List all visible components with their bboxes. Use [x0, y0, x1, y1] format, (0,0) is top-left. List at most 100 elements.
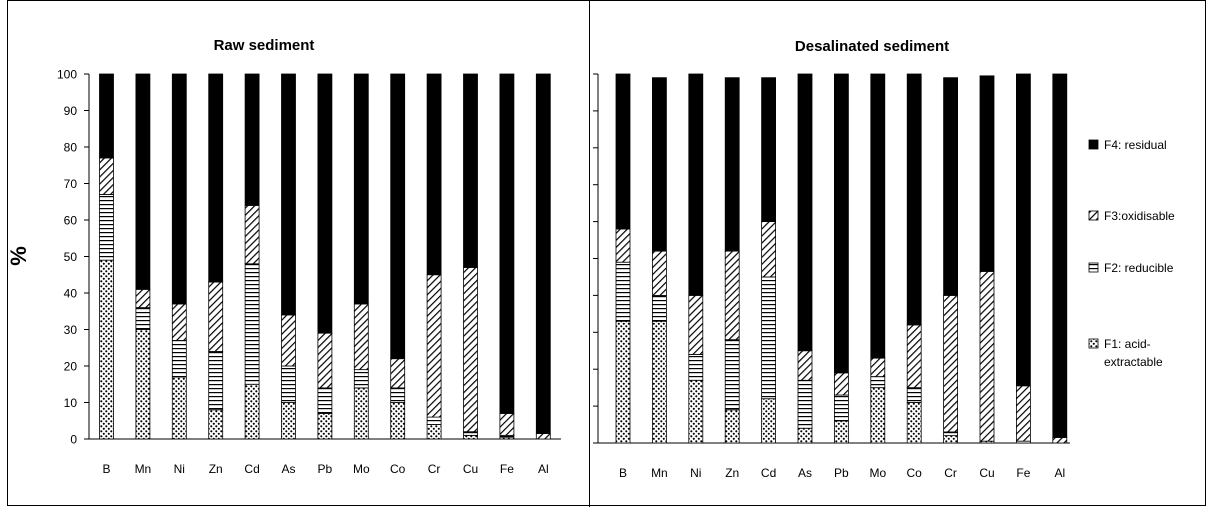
desal-bar-Al-solid: [1052, 73, 1068, 438]
raw-bar-Mn-horizontal: [135, 307, 151, 330]
desal-x-tick-label: Pb: [834, 466, 849, 480]
raw-bar-Pb-diagonal: [317, 332, 333, 389]
desal-bar-Co-diagonal: [906, 324, 922, 389]
raw-x-tick-label: Cu: [463, 462, 478, 476]
raw-bar-Zn-dots: [208, 409, 224, 440]
raw-bar-Pb-dots: [317, 413, 333, 440]
raw-bar-As-solid: [281, 73, 296, 316]
raw-y-tick-label: 70: [64, 177, 78, 191]
raw-bar-Co-horizontal: [390, 387, 406, 403]
raw-y-tick-label: 10: [64, 396, 78, 410]
desal-bar-Mn-diagonal: [652, 250, 667, 296]
raw-y-tick-label: 20: [64, 360, 78, 374]
desal-bar-Mo-horizontal: [870, 376, 886, 389]
desal-bar-Mo-diagonal: [870, 357, 886, 377]
desal-bar-Ni-diagonal: [688, 294, 704, 355]
raw-bar-Zn-solid: [208, 73, 224, 283]
legend-swatch-dots: [1088, 338, 1099, 349]
raw-bar-Cu-diagonal: [463, 267, 478, 433]
raw-y-tick-label: 60: [64, 214, 78, 228]
desal-bar-Ni-solid: [688, 73, 704, 296]
desal-bar-Zn-dots: [724, 409, 740, 444]
raw-x-tick-label: Fe: [500, 462, 514, 476]
legend-label: F3:oxidisable: [1104, 209, 1175, 223]
raw-x-tick-label: Cd: [244, 462, 259, 476]
desal-bar-Mo-solid: [870, 73, 886, 359]
raw-x-tick-label: As: [281, 462, 295, 476]
raw-y-tick-label: 50: [64, 250, 78, 264]
desal-bar-Pb-horizontal: [834, 394, 849, 422]
desal-bar-Ni-horizontal: [688, 354, 704, 381]
desal-x-tick-label: Mo: [869, 466, 886, 480]
desal-bar-Co-dots: [906, 402, 922, 444]
legend: F4: residual F3:oxidisable F2: reducible F1…: [1088, 138, 1175, 369]
raw-x-tick-label: Ni: [174, 462, 185, 476]
desal-bar-Cd-diagonal: [761, 221, 776, 278]
raw-bar-Fe-solid: [499, 73, 515, 414]
desal-bar-Cd-horizontal: [761, 276, 776, 400]
raw-x-tick-label: Co: [390, 462, 406, 476]
raw-bar-As-diagonal: [281, 314, 296, 367]
desal-bar-Ni-dots: [688, 379, 704, 444]
raw-bar-Mn-solid: [135, 73, 151, 290]
legend-swatch-diagonal: [1088, 210, 1099, 221]
legend-swatch-solid: [1088, 139, 1099, 150]
desal-x-tick-label: Zn: [725, 466, 739, 480]
desal-bar-Cr-solid: [943, 77, 958, 296]
raw-bar-Cr-dots: [426, 423, 442, 440]
desal-bar-Zn-horizontal: [724, 339, 740, 411]
desal-bar-Mo-dots: [870, 387, 886, 444]
raw-y-tick-label: 80: [64, 141, 78, 155]
raw-y-tick-label: 100: [57, 68, 77, 82]
desal-x-tick-label: As: [798, 466, 812, 480]
y-axis-label: %: [6, 246, 31, 266]
raw-bar-B-solid: [99, 73, 114, 159]
raw-bar-Mo-solid: [353, 73, 369, 305]
raw-bar-B-dots: [99, 259, 114, 440]
desalinated-sediment-plot: B Mn Ni Zn Cd As Pb Mo Co Cr Cu Fe Al: [593, 73, 1070, 480]
legend-label: F1: acid-: [1104, 337, 1151, 351]
raw-bar-Cd-diagonal: [244, 204, 260, 265]
legend-label: extractable: [1104, 355, 1163, 369]
raw-y-tick-label: 0: [70, 433, 77, 447]
raw-bar-Cu-dots: [463, 434, 478, 440]
legend-swatch-horizontal: [1088, 262, 1099, 273]
raw-x-tick-label: Al: [538, 462, 549, 476]
desal-bar-Cr-horizontal: [943, 431, 958, 437]
desal-bar-Cr-diagonal: [943, 294, 958, 433]
raw-bar-B-diagonal: [99, 157, 114, 195]
desal-x-tick-label: Cu: [979, 466, 994, 480]
raw-bar-Ni-diagonal: [171, 303, 187, 341]
raw-bar-As-horizontal: [281, 365, 296, 403]
desal-bar-As-dots: [797, 427, 813, 444]
desal-bar-Co-solid: [906, 73, 922, 326]
raw-bar-Fe-diagonal: [499, 413, 515, 436]
raw-x-tick-label: B: [102, 462, 110, 476]
raw-y-tick-label: 40: [64, 287, 78, 301]
raw-bar-Co-diagonal: [390, 358, 406, 389]
raw-x-tick-label: Mn: [135, 462, 152, 476]
raw-bar-Cu-solid: [463, 73, 478, 268]
raw-bar-Al-solid: [535, 73, 551, 434]
raw-x-tick-label: Mo: [353, 462, 370, 476]
raw-bar-Co-dots: [390, 402, 406, 440]
desal-bar-B-solid: [615, 73, 631, 230]
raw-bar-Mo-diagonal: [353, 303, 369, 371]
raw-bar-Ni-dots: [171, 376, 187, 440]
raw-x-tick-label: Cr: [428, 462, 441, 476]
raw-y-tick-label: 30: [64, 323, 78, 337]
desal-bar-Mn-horizontal: [652, 294, 667, 322]
legend-label: F4: residual: [1104, 138, 1167, 152]
raw-bar-Co-solid: [390, 73, 406, 360]
desal-bar-As-horizontal: [797, 379, 813, 429]
raw-bar-Cd-solid: [244, 73, 260, 206]
desal-x-tick-label: Co: [907, 466, 923, 480]
desal-x-tick-label: Cd: [761, 466, 776, 480]
desal-bar-B-diagonal: [615, 228, 631, 263]
raw-bar-Zn-diagonal: [208, 281, 224, 352]
desal-x-tick-label: Ni: [690, 466, 701, 480]
figure-border: [7, 0, 1206, 506]
desal-bar-Pb-solid: [834, 73, 849, 374]
raw-bar-Cd-dots: [244, 383, 260, 440]
